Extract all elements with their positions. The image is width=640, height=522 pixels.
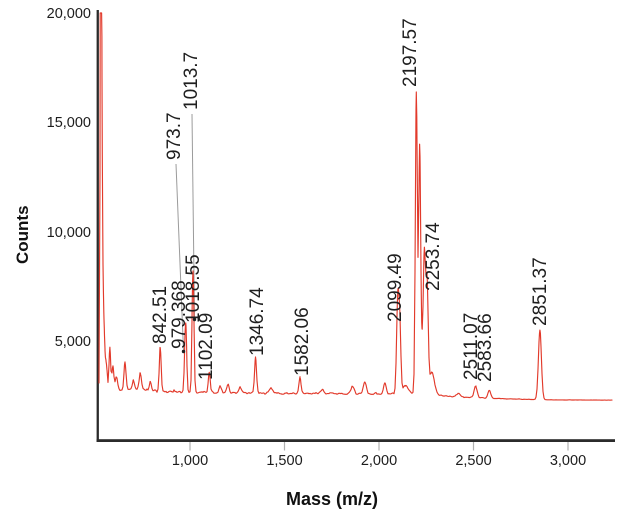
peak-callout-dots: [181, 317, 197, 354]
axes: [96, 10, 616, 451]
peak-label: 2583.66: [474, 313, 496, 382]
x-tick-label: 1,500: [266, 453, 303, 469]
peak-label: 2099.49: [384, 253, 406, 322]
x-tick-label: 2,500: [455, 453, 492, 469]
peak-callout-line: [191, 113, 195, 319]
x-axis-tick-mark: [283, 442, 286, 451]
x-axis-tick-mark: [189, 442, 191, 451]
peak-label: 2197.57: [399, 18, 421, 87]
peak-callout-dot: [192, 317, 197, 322]
x-axis-tick-mark: [378, 442, 380, 451]
y-tick-label: 20,000: [46, 5, 91, 22]
y-axis-title: Counts: [13, 205, 32, 264]
y-axis-line: [96, 10, 99, 442]
peak-label: 1582.06: [291, 307, 313, 376]
peak-label: 1013.7: [180, 51, 202, 110]
x-tick-label: 1,000: [171, 453, 209, 469]
peak-label: 2253.74: [422, 222, 444, 291]
y-tick-label: 5,000: [54, 333, 91, 350]
peak-callout-dot: [181, 349, 186, 354]
x-tick-label: 3,000: [549, 453, 587, 469]
x-tick-label: 2,000: [360, 453, 398, 469]
peak-callout-line: [175, 163, 184, 351]
x-axis-tick-mark: [472, 442, 475, 451]
peak-label: 2851.37: [529, 257, 551, 326]
x-axis-tick-mark: [567, 442, 569, 451]
y-tick-label: 15,000: [46, 115, 91, 132]
y-tick-label: 10,000: [46, 224, 91, 241]
peak-label: 1102.09: [195, 312, 217, 380]
x-axis-title: Mass (m/z): [285, 489, 379, 509]
peak-label: 842.51: [150, 285, 171, 344]
spectrum-trace: [98, 12, 613, 401]
peak-label: 1346.74: [246, 287, 268, 356]
peak-label: 973.7: [163, 112, 185, 160]
x-axis-line: [96, 439, 616, 442]
peak-callout-lines: [175, 113, 195, 351]
